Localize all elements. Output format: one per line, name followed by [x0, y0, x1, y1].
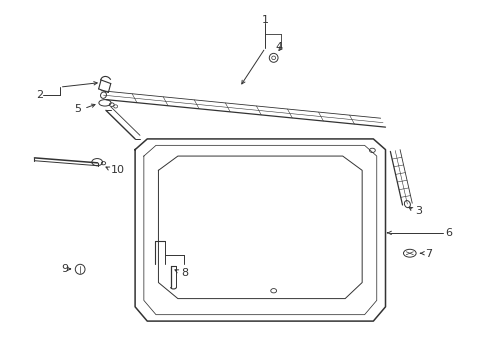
- Text: 2: 2: [36, 90, 43, 100]
- Text: 6: 6: [444, 228, 451, 238]
- Text: 7: 7: [425, 249, 431, 258]
- Text: 9: 9: [61, 264, 68, 274]
- Text: 3: 3: [415, 206, 422, 216]
- Text: 5: 5: [74, 104, 81, 113]
- Text: 4: 4: [275, 42, 282, 52]
- Text: 1: 1: [262, 15, 268, 25]
- Text: 8: 8: [181, 268, 188, 278]
- Text: 10: 10: [111, 165, 125, 175]
